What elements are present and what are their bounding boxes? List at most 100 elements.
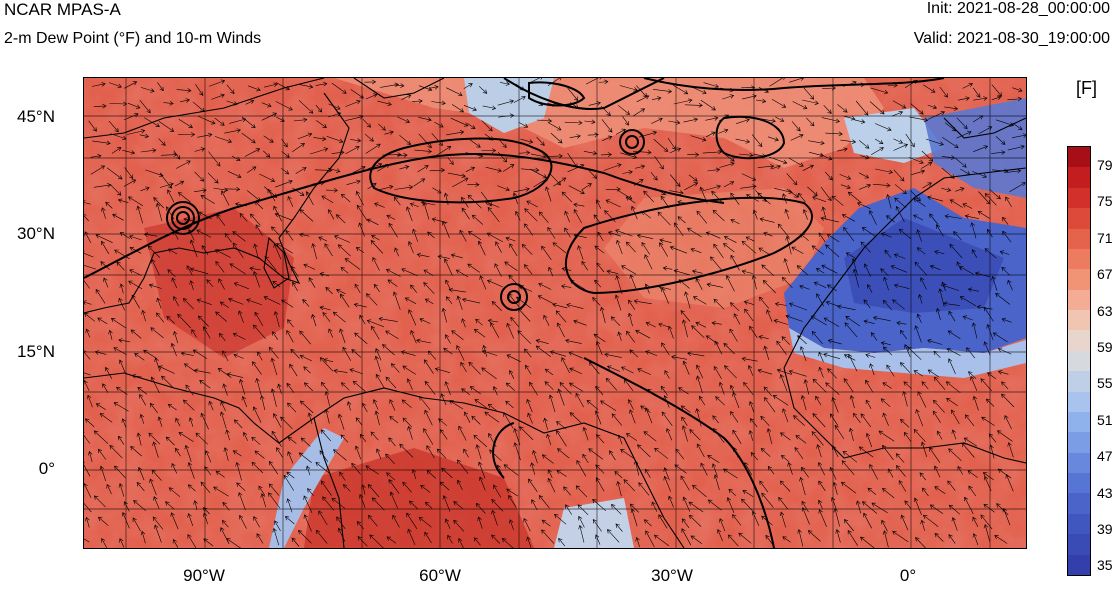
wind-arrow xyxy=(855,500,862,514)
wind-arrow xyxy=(557,388,565,406)
wind-arrow xyxy=(467,182,480,187)
wind-arrow xyxy=(180,351,194,357)
wind-arrow xyxy=(884,249,892,258)
wind-arrow xyxy=(933,350,941,358)
wind-arrow xyxy=(893,143,909,151)
wind-arrow xyxy=(451,330,464,340)
wind-arrow xyxy=(286,472,295,479)
wind-arrow xyxy=(786,188,799,198)
wind-arrow xyxy=(108,120,119,133)
wind-arrow xyxy=(827,338,842,345)
lon-label-0: 0° xyxy=(899,566,917,585)
wind-arrow xyxy=(450,253,463,259)
wind-arrow xyxy=(394,247,399,257)
wind-arrow xyxy=(839,174,852,180)
wind-arrow xyxy=(337,413,345,430)
wind-arrow xyxy=(300,437,311,447)
wind-arrow xyxy=(743,381,754,396)
wind-arrow xyxy=(158,121,175,132)
wind-arrow xyxy=(182,399,195,411)
wind-arrow xyxy=(797,192,806,203)
valid-time: Valid: 2021-08-30_19:00:00 xyxy=(913,30,1110,47)
wind-arrow xyxy=(517,308,531,322)
wind-arrow xyxy=(758,87,769,93)
wind-arrow xyxy=(654,447,669,459)
wind-arrow xyxy=(643,431,657,442)
wind-arrow xyxy=(418,117,432,122)
wind-arrow xyxy=(653,138,669,152)
wind-arrow xyxy=(564,120,583,126)
wind-arrow xyxy=(84,251,94,258)
wind-arrow xyxy=(319,450,329,462)
wind-arrow xyxy=(672,85,689,95)
wind-arrow xyxy=(1001,266,1011,276)
wind-arrow xyxy=(303,495,313,514)
wind-arrow xyxy=(167,189,175,203)
wind-arrow xyxy=(949,199,963,208)
wind-arrow xyxy=(289,363,298,377)
wind-arrow xyxy=(616,481,622,497)
wind-arrow xyxy=(823,317,840,328)
wind-arrow xyxy=(799,476,806,496)
wind-arrow xyxy=(758,335,769,340)
wind-arrow xyxy=(299,209,314,222)
wind-arrow xyxy=(782,193,787,204)
wind-arrow xyxy=(537,295,555,305)
wind-arrow xyxy=(513,187,530,193)
wind-arrow xyxy=(431,217,448,223)
wind-arrow xyxy=(140,87,155,93)
wind-arrow xyxy=(621,265,637,275)
wind-arrow xyxy=(729,384,735,395)
wind-arrow xyxy=(678,279,690,289)
wind-arrow xyxy=(298,100,314,114)
wind-arrow xyxy=(263,150,271,158)
wind-arrow xyxy=(816,444,822,458)
wind-arrow xyxy=(794,447,804,460)
wind-arrow xyxy=(491,509,498,526)
wind-arrow xyxy=(193,188,207,193)
wind-arrow xyxy=(844,322,858,338)
wind-arrow xyxy=(423,269,434,276)
wind-arrow xyxy=(286,498,293,513)
wind-arrow xyxy=(207,172,219,184)
wind-arrow xyxy=(883,276,889,291)
wind-arrow xyxy=(774,301,787,307)
wind-arrow xyxy=(386,472,396,481)
wind-arrow xyxy=(409,202,419,208)
wind-arrow xyxy=(796,265,809,276)
wind-arrow xyxy=(782,536,791,543)
wind-arrow xyxy=(535,338,549,344)
wind-arrow xyxy=(867,284,873,293)
wind-arrow xyxy=(370,431,379,441)
wind-arrow xyxy=(547,78,562,87)
wind-arrow xyxy=(702,149,723,155)
wind-arrow xyxy=(211,93,225,100)
wind-arrow xyxy=(148,283,162,289)
wind-arrow xyxy=(681,518,690,529)
init-time: Init: 2021-08-28_00:00:00 xyxy=(926,0,1110,17)
wind-arrow xyxy=(117,198,129,203)
wind-arrow xyxy=(751,275,757,290)
wind-arrow xyxy=(319,305,331,311)
wind-arrow xyxy=(696,375,703,394)
wind-arrow xyxy=(367,182,377,190)
colorbar-segment xyxy=(1068,554,1090,576)
wind-arrow xyxy=(416,338,432,344)
wind-arrow xyxy=(831,497,837,510)
wind-arrow xyxy=(287,402,297,413)
wind-arrow xyxy=(132,517,141,532)
wind-arrow xyxy=(340,193,351,203)
wind-arrow xyxy=(873,315,891,322)
wind-arrow xyxy=(275,82,290,91)
wind-arrow xyxy=(705,231,721,239)
wind-arrow xyxy=(367,484,380,498)
wind-arrow xyxy=(849,395,855,409)
wind-arrow xyxy=(213,486,229,497)
wind-arrow xyxy=(682,360,690,375)
wind-arrow xyxy=(615,523,623,532)
wind-arrow xyxy=(261,112,278,121)
wind-arrow xyxy=(904,344,911,357)
wind-arrow xyxy=(215,470,225,478)
wind-arrow xyxy=(319,357,334,372)
wind-arrow xyxy=(785,314,803,322)
